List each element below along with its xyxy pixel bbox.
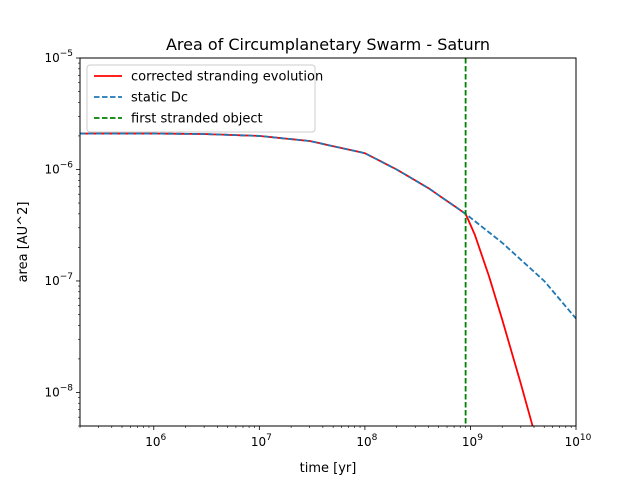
x-tick-label: 107 (251, 433, 272, 449)
chart-title: Area of Circumplanetary Swarm - Saturn (166, 35, 490, 54)
y-tick-label: 10−5 (44, 49, 73, 65)
x-tick-label: 1010 (565, 433, 592, 449)
x-tick-label: 106 (145, 433, 166, 449)
legend-label-static: static Dc (131, 91, 188, 106)
legend: corrected stranding evolution static Dc … (86, 64, 323, 133)
y-tick-label: 10−6 (44, 160, 73, 176)
x-tick-label: 108 (356, 433, 377, 449)
legend-box (86, 64, 316, 133)
x-axis-label: time [yr] (300, 461, 357, 476)
axis-ticks: 106 107 108 109 1010 10−8 10−7 10−6 10−5 (44, 49, 591, 449)
legend-label-corrected: corrected stranding evolution (131, 70, 323, 85)
y-tick-label: 10−7 (44, 272, 73, 288)
x-tick-label: 109 (462, 433, 483, 449)
legend-label-stranded: first stranded object (131, 112, 263, 127)
plot-series (80, 58, 576, 426)
plot-frame (79, 57, 577, 427)
y-axis-label: area [AU^2] (16, 202, 31, 283)
y-tick-label: 10−8 (44, 383, 73, 399)
series-static-line (80, 132, 576, 320)
